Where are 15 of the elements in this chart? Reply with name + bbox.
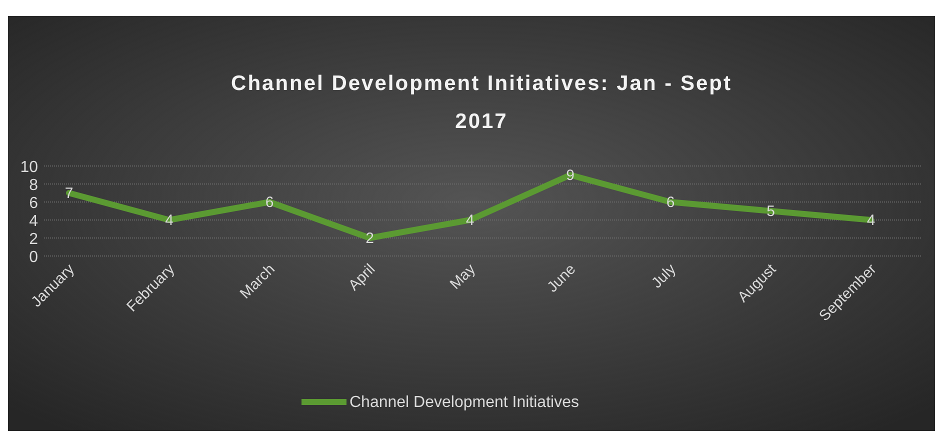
x-tick-label: May: [446, 260, 480, 293]
data-label: 2: [366, 230, 374, 247]
y-tick-label: 6: [29, 195, 38, 212]
data-label: 6: [265, 194, 274, 211]
data-label: 4: [466, 212, 474, 229]
y-tick-label: 10: [20, 159, 38, 176]
chart-title: Channel Development Initiatives: Jan - Sept 2017: [231, 72, 732, 133]
y-tick-label: 2: [29, 231, 38, 248]
y-tick-label: 4: [29, 213, 38, 230]
y-tick-label: 8: [29, 177, 38, 194]
y-tick-label: 0: [29, 249, 38, 266]
legend-label: Channel Development Initiatives: [350, 394, 579, 411]
data-label: 6: [666, 194, 675, 211]
data-label: 9: [566, 167, 574, 184]
x-tick-label: July: [648, 260, 680, 292]
